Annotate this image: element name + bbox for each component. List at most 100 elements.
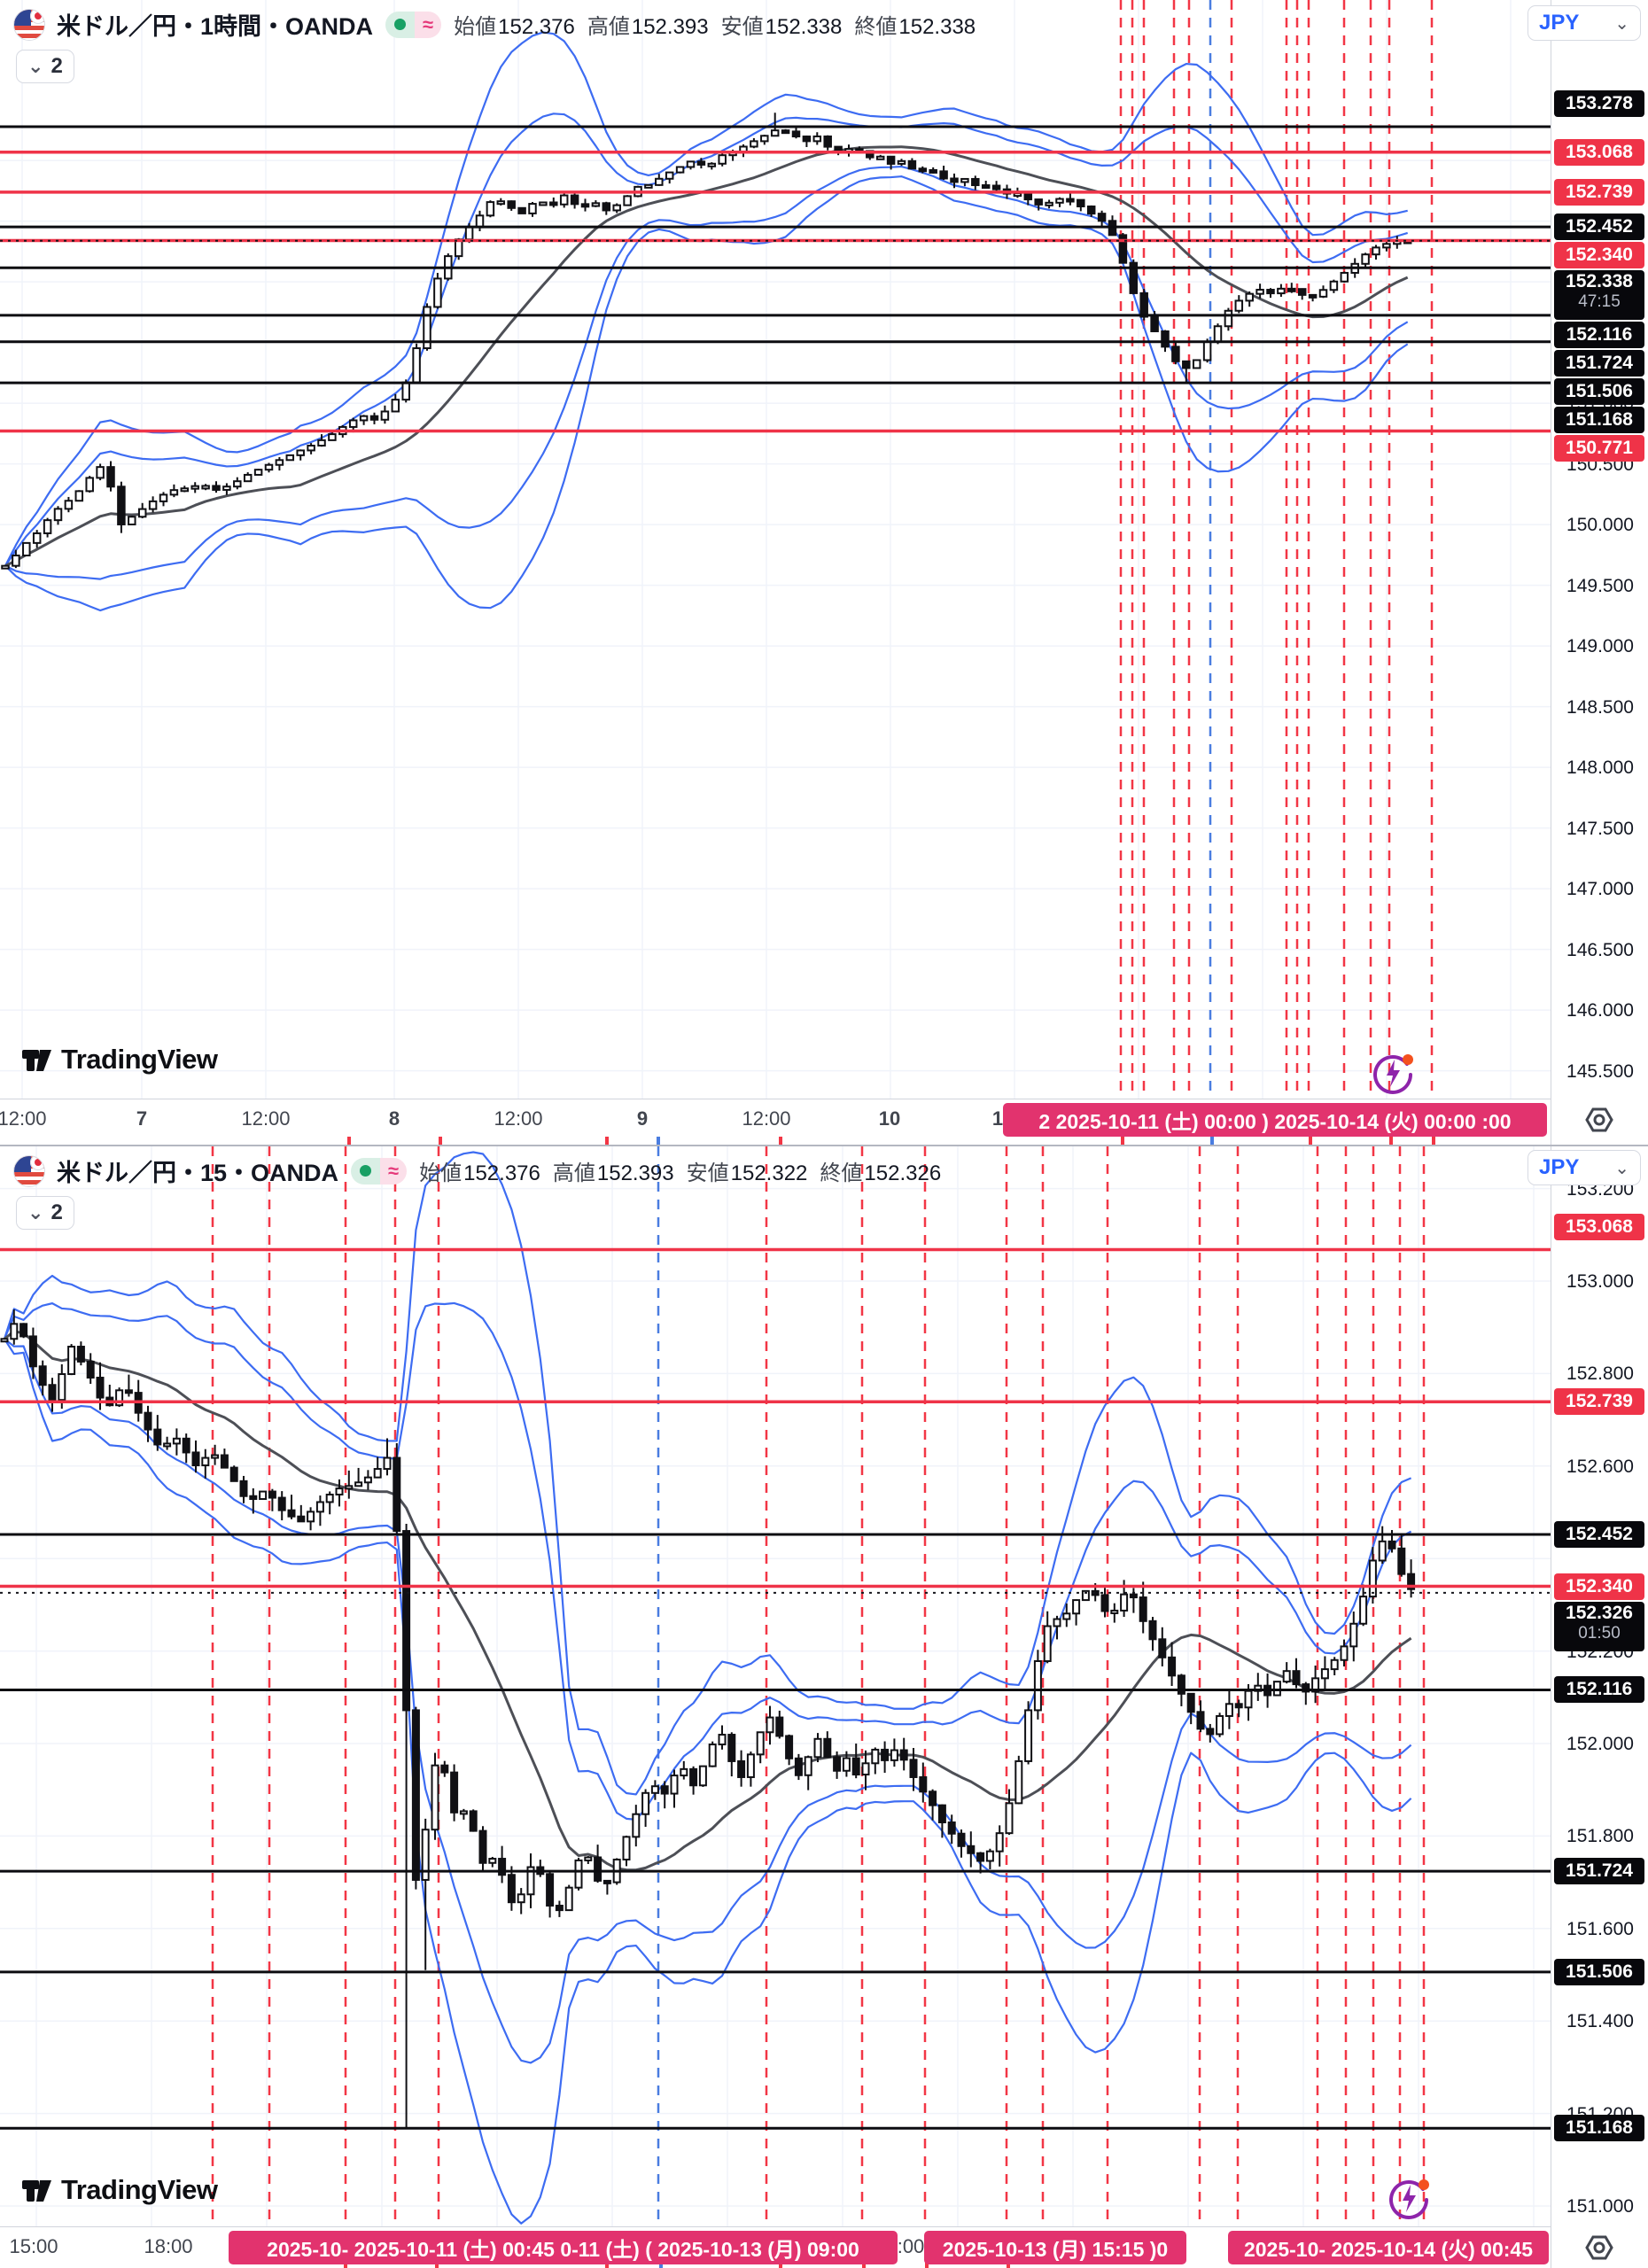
tradingview-logo[interactable]: TradingView [21,2174,218,2206]
price-level-badge: 152.739 [1554,178,1644,206]
market-open-dot-icon [351,1157,381,1184]
price-level-badge: 153.068 [1554,1213,1644,1240]
price-tick-label: 146.000 [1566,1000,1634,1021]
price-tick-label: 152.000 [1566,1734,1634,1754]
price-level-badge: 152.116 [1554,1676,1644,1704]
chevron-down-icon: ⌄ [1614,1158,1629,1178]
flash-marker-icon[interactable] [1371,1051,1415,1095]
axis-settings-gear-icon[interactable] [1582,1102,1626,1138]
indicator-collapse-button[interactable]: ⌄ 2 [16,50,74,83]
approx-icon: ≈ [415,11,442,38]
price-tick-label: 151.800 [1566,1826,1634,1847]
time-axis-label: 12:00 [742,1107,791,1130]
price-tick-label: 147.500 [1566,818,1634,839]
alert-tick-red [439,1137,442,1145]
symbol-flag-icon [14,1155,44,1186]
time-axis-label: 15:00 [9,2235,58,2257]
chevron-down-icon: ⌄ [1614,13,1629,34]
price-level-badge: 151.168 [1554,2115,1644,2142]
indicator-count: 2 [51,1200,63,1224]
ohlc-readout: 始値152.376 高値152.393 安値152.322 終値152.326 [419,1161,942,1185]
price-scale-15m[interactable]: 153.200 153.000 152.800 152.600 152.200 152.0… [1551,1146,1648,2268]
price-level-badge: 151.168 [1554,407,1644,434]
candlestick-chart-1h[interactable] [0,0,1551,1099]
time-axis-label: 10 [878,1107,901,1130]
symbol-title[interactable]: 米ドル／円・1時間・OANDA [57,13,374,40]
price-tick-label: 145.500 [1566,1060,1634,1082]
session-range-band[interactable]: 2025-10- 2025-10-11 (土) 00:45 0-11 (土) (… [229,2231,898,2264]
price-tick-label: 149.000 [1566,636,1634,657]
bar-countdown: 01:50 [1578,1623,1621,1643]
time-axis-1h[interactable]: 12:00 7 12:00 8 12:00 9 12:00 10 1 2 2025-10-11 (… [0,1099,1551,1146]
alert-tick-red [605,1137,609,1145]
price-level-badge: 153.068 [1554,138,1644,166]
current-price-badge: 152.338 47:15 [1554,270,1644,321]
tradingview-logo-text: TradingView [61,2174,218,2205]
alert-tick-red [779,1137,782,1145]
price-level-badge: 151.506 [1554,378,1644,406]
currency-label: JPY [1539,11,1580,35]
candlestick-chart-15m[interactable] [0,1146,1551,2226]
price-level-badge: 151.724 [1554,350,1644,377]
time-axis-label: 12:00 [494,1107,543,1130]
price-tick-label: 151.000 [1566,2196,1634,2217]
current-price-badge: 152.326 01:50 [1554,1601,1644,1651]
price-tick-label: 146.500 [1566,939,1634,960]
currency-dropdown[interactable]: JPY ⌄ [1528,5,1641,41]
tradingview-logo[interactable]: TradingView [21,1044,218,1076]
price-tick-label: 151.600 [1566,1918,1634,1939]
price-level-badge: 152.452 [1554,1521,1644,1549]
alert-tick-red [1389,1137,1393,1145]
price-tick-label: 148.500 [1566,696,1634,718]
chart-header-1h: 米ドル／円・1時間・OANDA ≈ 始値152.376 高値152.393 安値… [14,7,976,42]
price-level-badge: 153.278 [1554,90,1644,117]
price-level-badge: 152.340 [1554,242,1644,269]
time-axis-label: 1 [991,1107,1004,1130]
alert-tick-red [1309,1137,1312,1145]
session-range-band[interactable]: 2025-10-13 (月) 15:15 )0 [924,2231,1186,2264]
axis-settings-gear-icon[interactable] [1582,2230,1626,2265]
price-level-badge: 151.506 [1554,1958,1644,1985]
price-tick-label: 150.000 [1566,515,1634,536]
price-level-badge: 150.771 [1554,435,1644,462]
price-tick-label: 148.000 [1566,757,1634,779]
price-tick-label: 147.000 [1566,879,1634,900]
indicator-collapse-button[interactable]: ⌄ 2 [16,1196,74,1230]
ohlc-readout: 始値152.376 高値152.393 安値152.338 終値152.338 [454,15,976,39]
time-axis-label: 8 [388,1107,400,1130]
price-level-badge: 151.724 [1554,1858,1644,1885]
alert-tick-red [347,1137,351,1145]
tradingview-logo-text: TradingView [61,1044,218,1075]
price-level-badge: 152.340 [1554,1573,1644,1600]
alert-tick-blue [657,1137,660,1145]
market-status-pill[interactable]: ≈ [351,1157,408,1184]
indicator-count: 2 [51,54,63,78]
time-axis-label: 12:00 [0,1107,47,1130]
currency-dropdown[interactable]: JPY ⌄ [1528,1150,1641,1185]
market-status-pill[interactable]: ≈ [385,11,442,38]
alert-tick-blue [1210,1137,1214,1145]
price-tick-label: 149.500 [1566,575,1634,596]
session-range-band[interactable]: 2 2025-10-11 (土) 00:00 ) 2025-10-14 (火) … [1003,1103,1547,1137]
alert-tick-red [1121,1137,1124,1145]
flash-marker-icon[interactable] [1387,2176,1431,2220]
chart-pane-1h: 米ドル／円・1時間・OANDA ≈ 始値152.376 高値152.393 安値… [0,0,1648,1146]
time-axis-label: 7 [136,1107,148,1130]
time-axis-label: :00 [897,2235,925,2257]
time-axis-label: 12:00 [241,1107,291,1130]
price-level-badge: 152.452 [1554,214,1644,241]
price-tick-label: 153.000 [1566,1271,1634,1292]
market-open-dot-icon [385,11,416,38]
price-level-badge: 152.739 [1554,1388,1644,1416]
chevron-down-icon: ⌄ [27,1201,44,1223]
time-axis-15m[interactable]: 15:00 18:00:00 2025-10- 2025-10-11 (土) 00:… [0,2226,1551,2268]
price-tick-label: 152.600 [1566,1456,1634,1477]
price-scale-1h[interactable]: 151.000150.500150.000149.500149.000148.5… [1551,0,1648,1145]
price-tick-label: 152.800 [1566,1363,1634,1385]
pane-divider[interactable] [0,1145,1648,1146]
chart-pane-15m: 米ドル／円・15・OANDA ≈ 始値152.376 高値152.393 安値1… [0,1146,1648,2268]
chevron-down-icon: ⌄ [27,55,44,77]
symbol-title[interactable]: 米ドル／円・15・OANDA [57,1160,339,1186]
session-range-band[interactable]: 2025-10- 2025-10-14 (火) 00:45 [1228,2231,1549,2264]
